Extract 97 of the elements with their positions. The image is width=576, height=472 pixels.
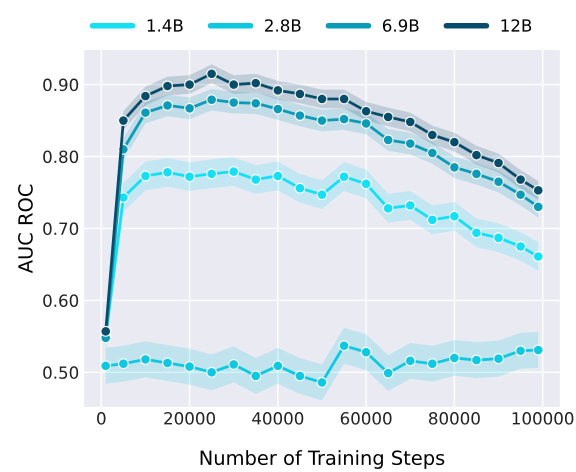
point [532, 251, 544, 262]
point [206, 94, 218, 106]
point [250, 78, 262, 89]
point [162, 80, 173, 92]
point [140, 90, 151, 102]
point [228, 79, 240, 90]
point [515, 174, 526, 185]
point [515, 345, 526, 356]
point [382, 368, 394, 378]
point [272, 170, 284, 182]
y-tick-label: 0.90 [43, 78, 78, 92]
x-tick-label: 40000 [252, 412, 304, 425]
point [515, 189, 526, 200]
point [140, 170, 151, 182]
point [338, 94, 350, 104]
point [532, 184, 544, 196]
point [272, 104, 284, 114]
point [471, 354, 482, 366]
y-tick-label: 0.50 [43, 366, 78, 379]
y-axis-title: AUC ROC [18, 184, 33, 274]
point [316, 376, 328, 388]
point [316, 189, 328, 200]
point [206, 168, 218, 180]
point [471, 168, 482, 180]
y-tick-label: 0.60 [43, 294, 78, 307]
point [250, 98, 262, 109]
point [206, 68, 218, 80]
point [316, 94, 328, 104]
point [184, 79, 195, 90]
point [294, 110, 306, 121]
point [360, 118, 372, 129]
point [272, 360, 284, 372]
point [162, 358, 173, 368]
point [471, 227, 482, 238]
point [228, 359, 240, 370]
legend-label: 6.9B [382, 19, 419, 32]
point [471, 150, 482, 160]
point [294, 370, 306, 382]
point [338, 114, 350, 125]
point [118, 115, 129, 126]
point [100, 326, 112, 337]
point [294, 182, 306, 194]
point [426, 147, 438, 158]
point [140, 354, 151, 365]
point [382, 134, 394, 146]
point [426, 130, 438, 140]
legend-label: 2.8B [265, 19, 301, 32]
point [448, 352, 460, 364]
legend-label: 12B [502, 19, 532, 32]
point [360, 106, 372, 117]
x-tick-label: 100000 [512, 412, 574, 425]
point [532, 344, 544, 356]
x-tick-label: 20000 [164, 412, 215, 425]
point [184, 361, 195, 372]
point [338, 171, 350, 182]
point [404, 355, 416, 366]
point [184, 171, 195, 182]
point [448, 136, 460, 148]
x-tick-label: 80000 [429, 412, 480, 425]
point [493, 232, 504, 244]
point [250, 174, 262, 185]
point [532, 201, 544, 212]
point [316, 115, 328, 126]
point [360, 178, 372, 190]
point [184, 102, 195, 114]
point [448, 210, 460, 222]
point [382, 112, 394, 122]
point [228, 97, 240, 108]
point [100, 360, 112, 372]
x-tick-label: 60000 [340, 412, 392, 425]
point [426, 358, 438, 370]
point [272, 84, 284, 96]
point [162, 166, 173, 178]
y-tick-label: 0.80 [43, 150, 78, 164]
point [493, 158, 504, 168]
point [162, 100, 173, 111]
point [448, 162, 460, 173]
point [426, 214, 438, 226]
x-tick-label: 0 [97, 412, 106, 425]
point [140, 107, 151, 118]
x-axis-title: Number of Training Steps [200, 450, 444, 469]
point [250, 370, 262, 382]
point [493, 176, 504, 188]
point [404, 116, 416, 128]
point [493, 353, 504, 364]
point [382, 202, 394, 214]
point [118, 358, 129, 370]
point [360, 346, 372, 358]
point [338, 340, 350, 352]
point [228, 166, 240, 178]
legend-label: 1.4B [148, 19, 183, 32]
point [515, 241, 526, 252]
point [206, 366, 218, 378]
point [294, 88, 306, 100]
y-tick-label: 0.70 [43, 222, 78, 236]
point [404, 200, 416, 211]
point [404, 138, 416, 149]
